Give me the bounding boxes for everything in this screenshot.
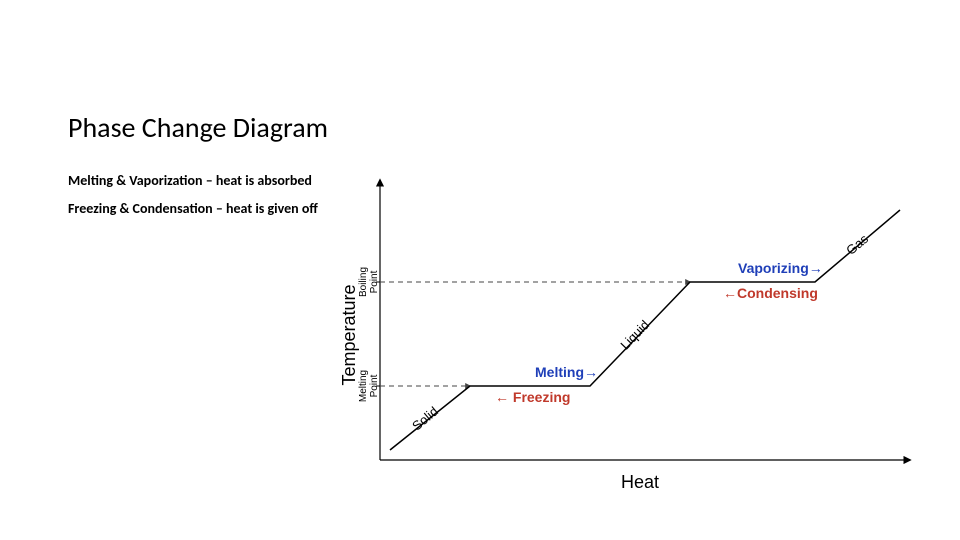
subtitle-absorbed: Melting & Vaporization – heat is absorbe…: [68, 172, 312, 189]
phase-label-solid: Solid: [409, 404, 441, 434]
x-axis-label: Heat: [621, 472, 659, 492]
subtitle-givenoff: Freezing & Condensation – heat is given …: [68, 200, 318, 217]
svg-text:Melting: Melting: [358, 370, 369, 402]
process-freezing: ← Freezing: [495, 389, 570, 405]
y-axis-label: Temperature: [339, 284, 359, 385]
phase-change-chart: TemperatureHeatMeltingPointBoilingPointS…: [320, 170, 930, 500]
slide-title: Phase Change Diagram: [68, 110, 328, 145]
svg-text:Boiling: Boiling: [358, 267, 369, 297]
process-condensing: ←Condensing: [723, 285, 818, 301]
phase-label-liquid: Liquid: [617, 317, 652, 352]
process-vaporizing: Vaporizing→: [738, 260, 823, 276]
process-melting: Melting→: [535, 364, 598, 380]
